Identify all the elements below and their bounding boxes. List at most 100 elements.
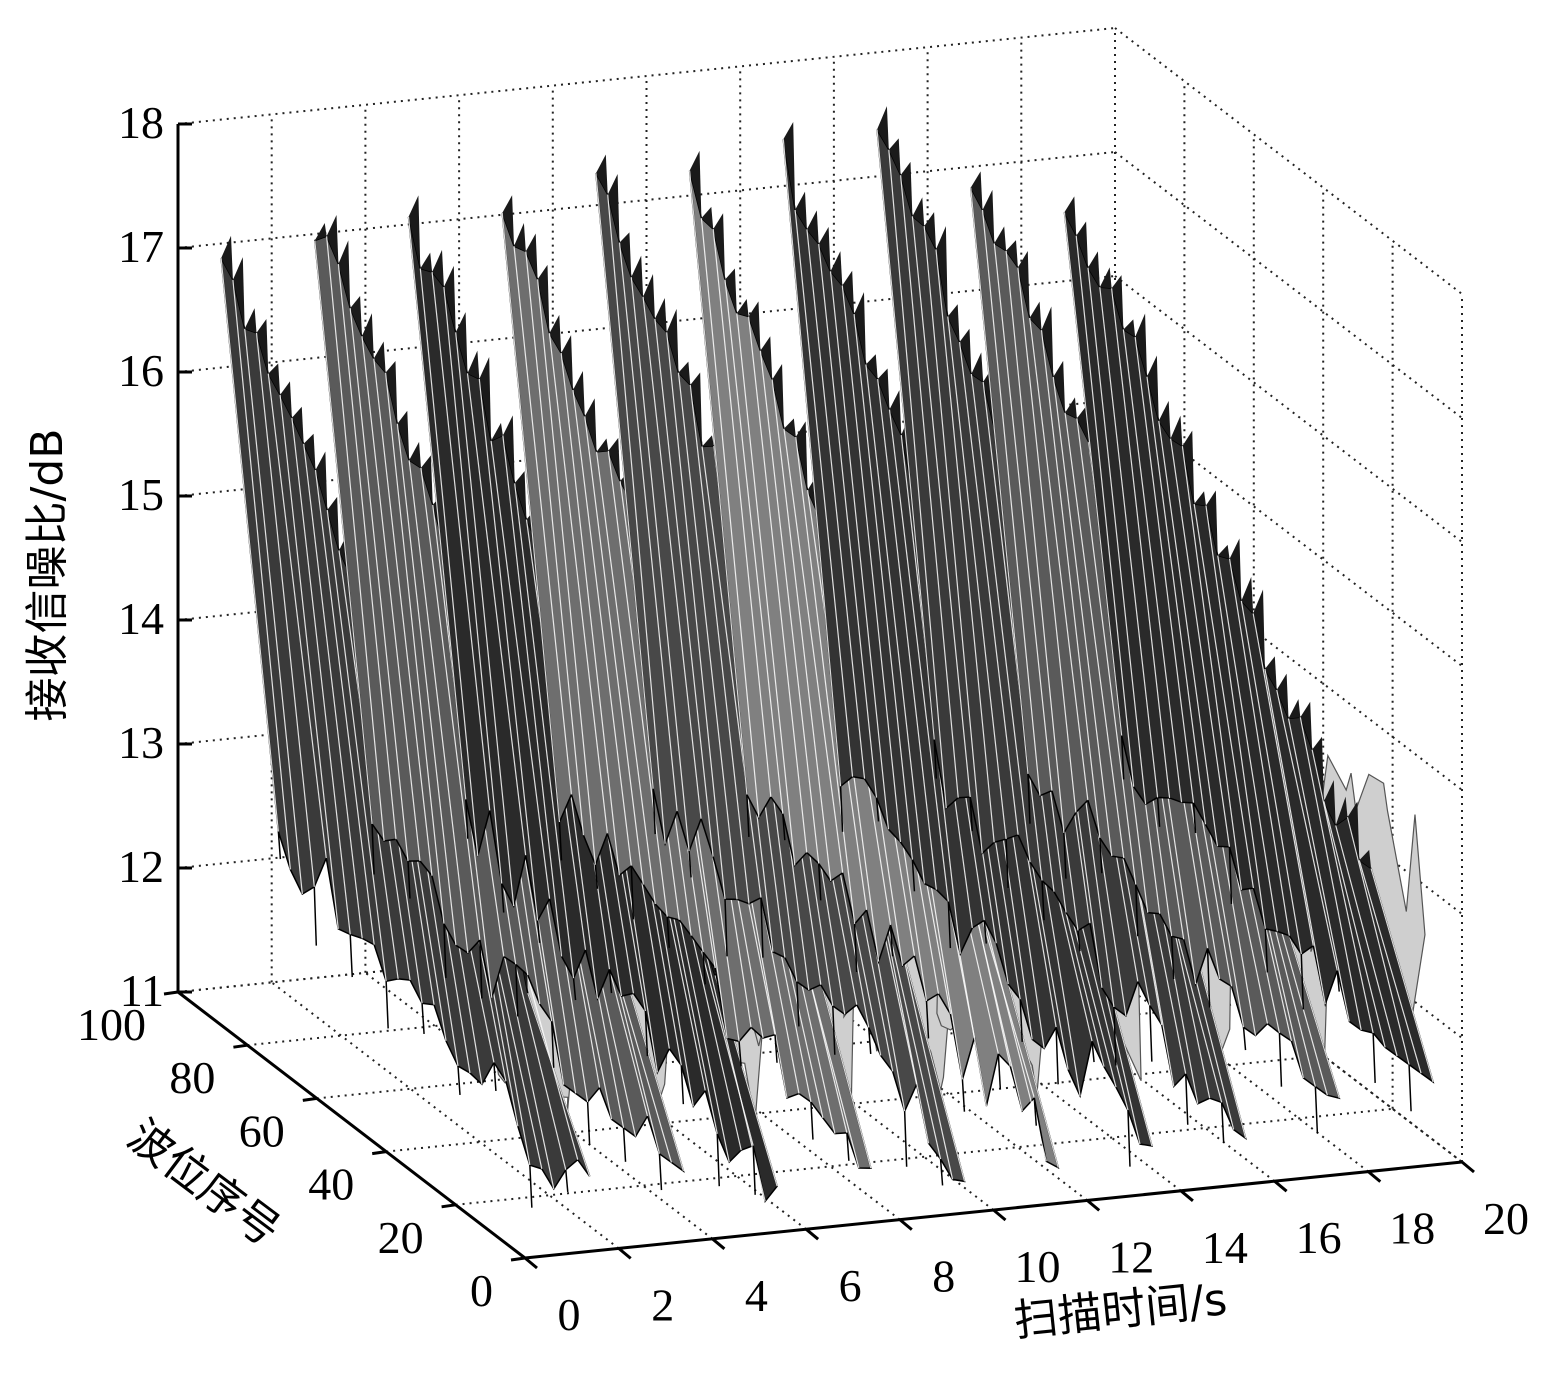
surface-mesh-line	[981, 209, 1041, 796]
surface-mesh-line	[677, 372, 738, 900]
surface-mesh-line	[701, 446, 762, 898]
surface-mesh-line	[993, 243, 1053, 791]
surface-mesh-line	[712, 229, 772, 797]
surface-tail-spike	[1242, 1027, 1247, 1051]
surface-mesh-line	[642, 296, 702, 819]
surface-crest-spike	[314, 223, 327, 241]
surface-mesh-line	[1099, 287, 1159, 798]
surface-crest-spike	[666, 308, 679, 373]
surface-mesh-line	[689, 384, 750, 904]
surface-tail-spike	[774, 1034, 778, 1063]
surface-tail-spike	[911, 859, 916, 892]
surface-tail-spike	[1336, 970, 1340, 992]
surface-mesh-line	[1252, 613, 1314, 946]
surface-mesh-line	[1346, 817, 1410, 1065]
surface-mesh-line	[1228, 558, 1290, 936]
surface-crest-spike	[1323, 780, 1336, 826]
surface-crest-spike	[549, 314, 562, 354]
surface-tail-spike	[371, 823, 375, 875]
surface-mesh-line	[923, 226, 983, 854]
surface-crest-spike	[1064, 196, 1077, 236]
surface-crest-spike	[971, 352, 984, 382]
surface-crest-spike	[409, 441, 421, 468]
surface-crest-spike	[1253, 589, 1265, 670]
y-tick-label: 20	[378, 1212, 424, 1263]
surface-crest-spike	[1170, 415, 1183, 447]
surface-crest-spike	[1205, 490, 1218, 556]
surface-crest-spike	[256, 319, 269, 374]
surface-mesh-line	[618, 242, 678, 812]
surface-tail-spike	[889, 924, 894, 957]
surface-crest-spike	[760, 336, 773, 380]
surface-mesh-line	[419, 268, 479, 857]
x-tick-label: 2	[651, 1279, 674, 1330]
grid-line-side-horizontal	[1114, 399, 1463, 667]
surface-crest-spike	[1217, 544, 1230, 559]
x-tick-label: 20	[1483, 1193, 1529, 1244]
x-tick-mark	[1367, 1170, 1382, 1183]
surface-mesh-line	[373, 358, 433, 876]
x-tick-mark	[992, 1208, 1007, 1222]
surface-crest-spike	[1076, 405, 1089, 442]
surface-tail-spike	[738, 1041, 742, 1067]
surface-crest-spike	[830, 251, 843, 286]
y-tick-label: 100	[77, 999, 146, 1050]
surface-crest-spike	[1335, 796, 1348, 826]
surface-crest-spike	[280, 381, 292, 418]
surface-mesh-line	[853, 314, 914, 860]
surface-mesh-line	[1217, 555, 1278, 932]
surface-tail-spike	[853, 923, 858, 973]
surface-tail-spike	[1206, 948, 1211, 1008]
surface-tail-spike	[760, 897, 764, 958]
surface-tail-spike	[550, 1021, 555, 1068]
surface-mesh-line	[1335, 825, 1398, 1057]
surface-mesh-line	[759, 350, 820, 864]
surface-crest-spike	[514, 223, 526, 252]
surface-mesh-line	[607, 194, 666, 844]
surface-crest-spike	[1029, 301, 1042, 331]
surface-tail-spike	[1278, 1032, 1283, 1087]
x-tick-mark	[711, 1237, 726, 1250]
surface-tail-spike	[1192, 802, 1197, 834]
surface-crest-spike	[361, 313, 374, 359]
surface-tail-spike	[572, 978, 577, 1001]
surface-mesh-line	[431, 271, 491, 811]
surface-tail-spike	[1300, 954, 1305, 1010]
surface-peak	[1063, 196, 1435, 1112]
surface-mesh-line	[654, 318, 714, 857]
surface-crest-spike	[854, 292, 866, 365]
surface-mesh-line	[303, 443, 363, 939]
surface-mesh-line	[958, 341, 1019, 835]
surface-tail-spike	[1027, 773, 1031, 824]
surface-mesh-line	[595, 173, 654, 789]
surface-mesh-line	[326, 236, 385, 842]
surface-crest-spike	[748, 301, 761, 351]
grid-line-side-horizontal	[1114, 151, 1463, 419]
x-tick-mark	[1086, 1199, 1101, 1212]
surface-mesh-line	[1370, 868, 1434, 1083]
surface-mesh-line	[771, 379, 832, 882]
surface-tail-spike	[1005, 839, 1009, 888]
surface-crest-spike	[947, 304, 960, 342]
surface-tail-spike	[680, 1065, 685, 1105]
surface-mesh-line	[1311, 749, 1374, 1034]
surface-crest-spike	[408, 195, 421, 269]
surface-tail-spike	[969, 796, 973, 832]
surface-mesh-line	[1299, 717, 1362, 1031]
surface-crest-spike	[561, 335, 573, 390]
surface-tail-spike	[1135, 884, 1139, 937]
x-tick-label: 4	[745, 1270, 768, 1321]
surface-tail-spike	[1264, 928, 1269, 973]
surface-tail-spike	[875, 797, 880, 822]
x-tick-label: 18	[1389, 1203, 1435, 1254]
surface-mesh-line	[982, 381, 1043, 881]
z-tick-label: 14	[118, 593, 164, 644]
surface-mesh-line	[689, 170, 748, 795]
surface-mesh-line	[408, 460, 469, 954]
surface-mesh-line	[314, 470, 375, 945]
surface-crest-spike	[1194, 491, 1206, 506]
surface-tail-spike	[666, 916, 671, 948]
surface-mesh-line	[220, 258, 279, 832]
surface-tail-spike	[810, 1102, 814, 1140]
x-tick-label: 12	[1108, 1231, 1154, 1282]
